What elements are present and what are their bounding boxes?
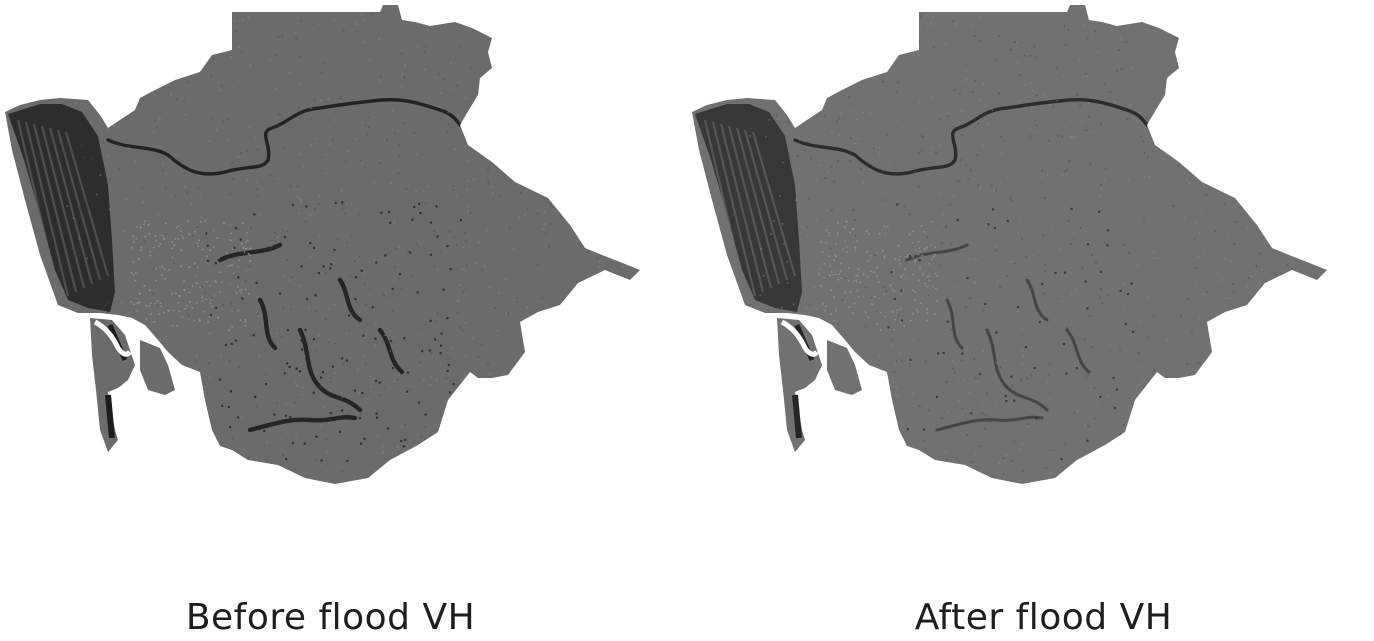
after-flood-caption: After flood VH (914, 597, 1173, 638)
land-area (827, 340, 862, 395)
land-area (5, 5, 640, 484)
before-flood-sar-map (5, 5, 640, 484)
river-network (793, 97, 1149, 176)
after-flood-panel: After flood VH (687, 0, 1374, 641)
before-flood-caption: Before flood VH (185, 597, 476, 638)
before-flood-panel: Before flood VH (5, 5, 640, 638)
land-area (692, 5, 1327, 484)
after-flood-sar-map (692, 5, 1327, 484)
flood-water (217, 242, 405, 433)
land-area (140, 340, 175, 395)
flood-water (905, 243, 1091, 432)
river-network (106, 97, 462, 176)
